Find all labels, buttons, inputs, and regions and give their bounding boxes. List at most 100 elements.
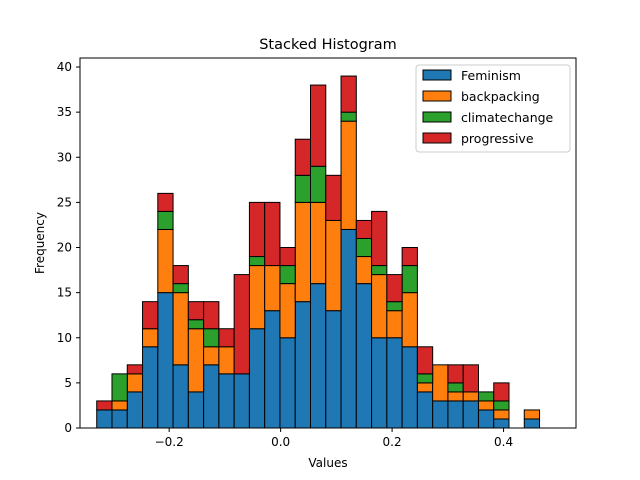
chart-title: Stacked Histogram <box>259 37 397 53</box>
legend-frame <box>415 64 571 153</box>
bar-climatechange-bin-16 <box>340 111 357 122</box>
bar-backpacking-bin-21 <box>416 382 434 393</box>
legend-swatch-backpacking <box>422 90 452 102</box>
bar-climatechange-bin-6 <box>187 319 205 330</box>
y-axis-label: Frequency <box>33 212 47 274</box>
bar-climatechange-bin-26 <box>493 400 510 411</box>
bar-backpacking-bin-26 <box>493 409 510 420</box>
bar-climatechange-bin-1 <box>111 373 128 402</box>
bar-climatechange-bin-12 <box>279 265 296 285</box>
y-tick-label: 0 <box>64 421 72 435</box>
bar-feminism-bin-20 <box>401 346 418 429</box>
bar-progressive-bin-4 <box>157 192 174 212</box>
bar-climatechange-bin-4 <box>157 210 174 230</box>
y-axis: 0 5 10 15 20 25 30 35 40 <box>57 60 80 435</box>
bar-feminism-bin-11 <box>264 310 281 429</box>
bar-climatechange-bin-25 <box>477 391 495 402</box>
bar-feminism-bin-13 <box>294 301 312 429</box>
legend-label-feminism: Feminism <box>461 68 521 83</box>
bar-progressive-bin-23 <box>447 364 464 384</box>
bar-progressive-bin-12 <box>279 247 296 267</box>
bar-progressive-bin-2 <box>126 364 144 375</box>
bar-backpacking-bin-19 <box>386 310 403 339</box>
legend-label-progressive: progressive <box>461 131 534 146</box>
bar-feminism-bin-6 <box>187 391 205 429</box>
bar-feminism-bin-14 <box>310 283 327 429</box>
bar-feminism-bin-1 <box>111 409 128 429</box>
bar-backpacking-bin-1 <box>111 400 128 411</box>
bar-progressive-bin-7 <box>203 301 220 330</box>
bar-progressive-bin-9 <box>233 274 250 375</box>
bar-backpacking-bin-12 <box>279 283 296 339</box>
legend-label-backpacking: backpacking <box>461 89 540 104</box>
y-tick-label: 35 <box>57 105 72 119</box>
bar-feminism-bin-17 <box>355 283 373 429</box>
bar-feminism-bin-3 <box>142 346 159 429</box>
bar-climatechange-bin-13 <box>294 174 312 203</box>
bar-backpacking-bin-10 <box>248 265 266 330</box>
y-tick-label: 25 <box>57 195 72 209</box>
x-axis: −0.2 0.0 0.2 0.4 <box>155 428 513 449</box>
bar-progressive-bin-11 <box>264 201 281 267</box>
bar-progressive-bin-3 <box>142 301 159 330</box>
bar-feminism-bin-4 <box>157 292 174 429</box>
bar-backpacking-bin-14 <box>310 201 327 285</box>
bar-progressive-bin-15 <box>325 174 342 221</box>
x-tick-label: 0.2 <box>383 435 402 449</box>
bar-feminism-bin-16 <box>340 228 357 429</box>
bar-feminism-bin-0 <box>96 409 113 429</box>
bar-climatechange-bin-5 <box>172 283 189 294</box>
bar-backpacking-bin-4 <box>157 228 174 294</box>
bar-backpacking-bin-24 <box>462 391 479 402</box>
bars-layer <box>96 75 541 429</box>
bar-progressive-bin-21 <box>416 346 434 375</box>
bar-backpacking-bin-16 <box>340 120 357 230</box>
y-tick-label: 15 <box>57 286 72 300</box>
bar-climatechange-bin-18 <box>371 265 388 276</box>
bar-feminism-bin-26 <box>493 418 510 429</box>
bar-progressive-bin-5 <box>172 265 189 285</box>
bar-progressive-bin-8 <box>218 328 235 348</box>
bar-backpacking-bin-6 <box>187 328 205 393</box>
y-tick-label: 5 <box>64 376 72 390</box>
bar-feminism-bin-7 <box>203 364 220 429</box>
bar-progressive-bin-14 <box>310 84 327 167</box>
y-tick-label: 30 <box>57 150 72 164</box>
bar-progressive-bin-13 <box>294 138 312 176</box>
bar-backpacking-bin-17 <box>355 256 373 285</box>
bar-climatechange-bin-10 <box>248 256 266 267</box>
bar-progressive-bin-6 <box>187 301 205 321</box>
bar-feminism-bin-28 <box>523 418 541 429</box>
bar-backpacking-bin-22 <box>432 364 449 402</box>
bar-feminism-bin-15 <box>325 310 342 429</box>
y-tick-label: 10 <box>57 331 72 345</box>
bar-climatechange-bin-17 <box>355 237 373 258</box>
legend-label-climatechange: climatechange <box>461 110 554 125</box>
bar-backpacking-bin-7 <box>203 346 220 366</box>
bar-feminism-bin-25 <box>477 409 495 429</box>
legend-swatch-feminism <box>422 69 452 81</box>
bar-progressive-bin-17 <box>355 219 373 239</box>
bar-feminism-bin-12 <box>279 337 296 429</box>
legend-swatch-climatechange <box>422 111 452 123</box>
bar-backpacking-bin-13 <box>294 201 312 303</box>
bar-climatechange-bin-7 <box>203 328 220 348</box>
bar-progressive-bin-20 <box>401 247 418 267</box>
bar-backpacking-bin-15 <box>325 219 342 312</box>
legend-swatch-progressive <box>422 132 452 144</box>
bar-feminism-bin-5 <box>172 364 189 429</box>
bar-feminism-bin-2 <box>126 391 144 429</box>
bar-backpacking-bin-20 <box>401 292 418 348</box>
bar-feminism-bin-10 <box>248 328 266 429</box>
bar-progressive-bin-16 <box>340 75 357 113</box>
bar-backpacking-bin-2 <box>126 373 144 393</box>
bar-progressive-bin-0 <box>96 400 113 411</box>
bar-backpacking-bin-8 <box>218 346 235 375</box>
bar-backpacking-bin-3 <box>142 328 159 348</box>
bar-feminism-bin-19 <box>386 337 403 429</box>
x-tick-label: 0.0 <box>271 435 290 449</box>
bar-progressive-bin-26 <box>493 382 510 402</box>
bar-feminism-bin-23 <box>447 400 464 429</box>
